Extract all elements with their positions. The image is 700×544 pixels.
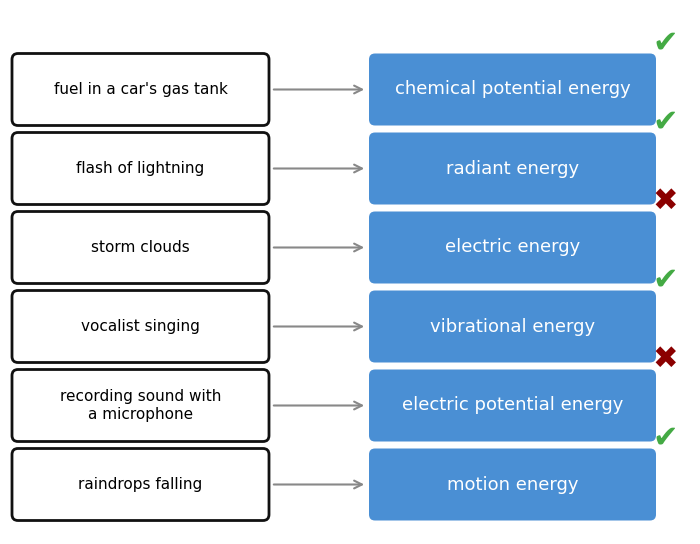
Text: vocalist singing: vocalist singing: [81, 319, 200, 334]
Text: ✔: ✔: [652, 108, 678, 137]
FancyBboxPatch shape: [369, 212, 656, 283]
FancyBboxPatch shape: [369, 448, 656, 521]
Text: fuel in a car's gas tank: fuel in a car's gas tank: [54, 82, 228, 97]
FancyBboxPatch shape: [12, 448, 269, 521]
FancyBboxPatch shape: [12, 53, 269, 126]
Text: ✖: ✖: [652, 344, 678, 374]
Text: motion energy: motion energy: [447, 475, 578, 493]
Text: chemical potential energy: chemical potential energy: [395, 81, 631, 98]
FancyBboxPatch shape: [12, 133, 269, 205]
Text: ✔: ✔: [652, 265, 678, 294]
FancyBboxPatch shape: [12, 369, 269, 442]
FancyBboxPatch shape: [369, 133, 656, 205]
Text: storm clouds: storm clouds: [91, 240, 190, 255]
Text: ✔: ✔: [652, 28, 678, 58]
Text: radiant energy: radiant energy: [446, 159, 579, 177]
Text: ✖: ✖: [652, 187, 678, 215]
Text: electric potential energy: electric potential energy: [402, 397, 623, 415]
Text: recording sound with
a microphone: recording sound with a microphone: [60, 390, 221, 422]
FancyBboxPatch shape: [369, 369, 656, 442]
FancyBboxPatch shape: [369, 53, 656, 126]
Text: vibrational energy: vibrational energy: [430, 318, 595, 336]
FancyBboxPatch shape: [369, 290, 656, 362]
Text: electric energy: electric energy: [445, 238, 580, 257]
FancyBboxPatch shape: [12, 290, 269, 362]
Text: flash of lightning: flash of lightning: [76, 161, 204, 176]
FancyBboxPatch shape: [12, 212, 269, 283]
Text: raindrops falling: raindrops falling: [78, 477, 202, 492]
Text: ✔: ✔: [652, 423, 678, 453]
